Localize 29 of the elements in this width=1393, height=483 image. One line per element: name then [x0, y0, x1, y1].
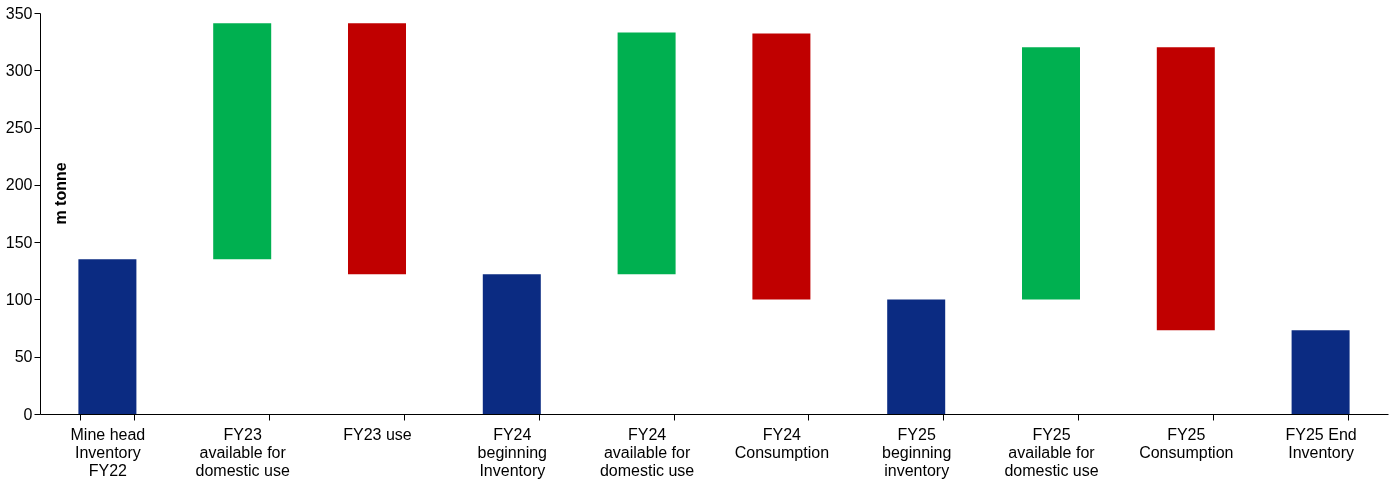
x-tick-label: FY24 Consumption: [734, 425, 830, 461]
x-tick-label: FY25 End Inventory: [1285, 425, 1357, 461]
x-tick-label: Mine head Inventory FY22: [70, 425, 146, 479]
bar: [887, 299, 946, 414]
bar: [752, 33, 811, 300]
y-tick-label: 300: [5, 61, 33, 79]
bar: [482, 274, 541, 414]
x-tick-label: FY23 use: [343, 425, 412, 443]
y-tick-label: 250: [5, 119, 33, 137]
y-tick-label: 100: [5, 290, 33, 308]
y-tick-label: 350: [5, 4, 33, 22]
x-tick-label: FY25 Consumption: [1139, 425, 1234, 461]
x-tick-label: FY23 available for domestic use: [195, 425, 290, 479]
y-tick-label: 50: [14, 348, 33, 366]
y-axis-title: m tonne: [51, 162, 69, 225]
bar: [213, 23, 272, 260]
y-tick-label: 150: [5, 233, 33, 251]
bar: [1156, 47, 1215, 331]
bar: [617, 32, 676, 275]
y-tick-label: 200: [5, 176, 33, 194]
x-tick-label: FY25 beginning inventory: [882, 425, 952, 479]
x-tick-label: FY24 available for domestic use: [599, 425, 695, 479]
bar: [1291, 330, 1350, 414]
bar: [78, 259, 137, 414]
bar: [1022, 47, 1080, 300]
y-tick-label: 0: [23, 405, 33, 423]
x-tick-label: FY24 beginning Inventory: [477, 425, 547, 479]
bar: [348, 23, 406, 275]
x-tick-label: FY25 available for domestic use: [1004, 425, 1099, 479]
